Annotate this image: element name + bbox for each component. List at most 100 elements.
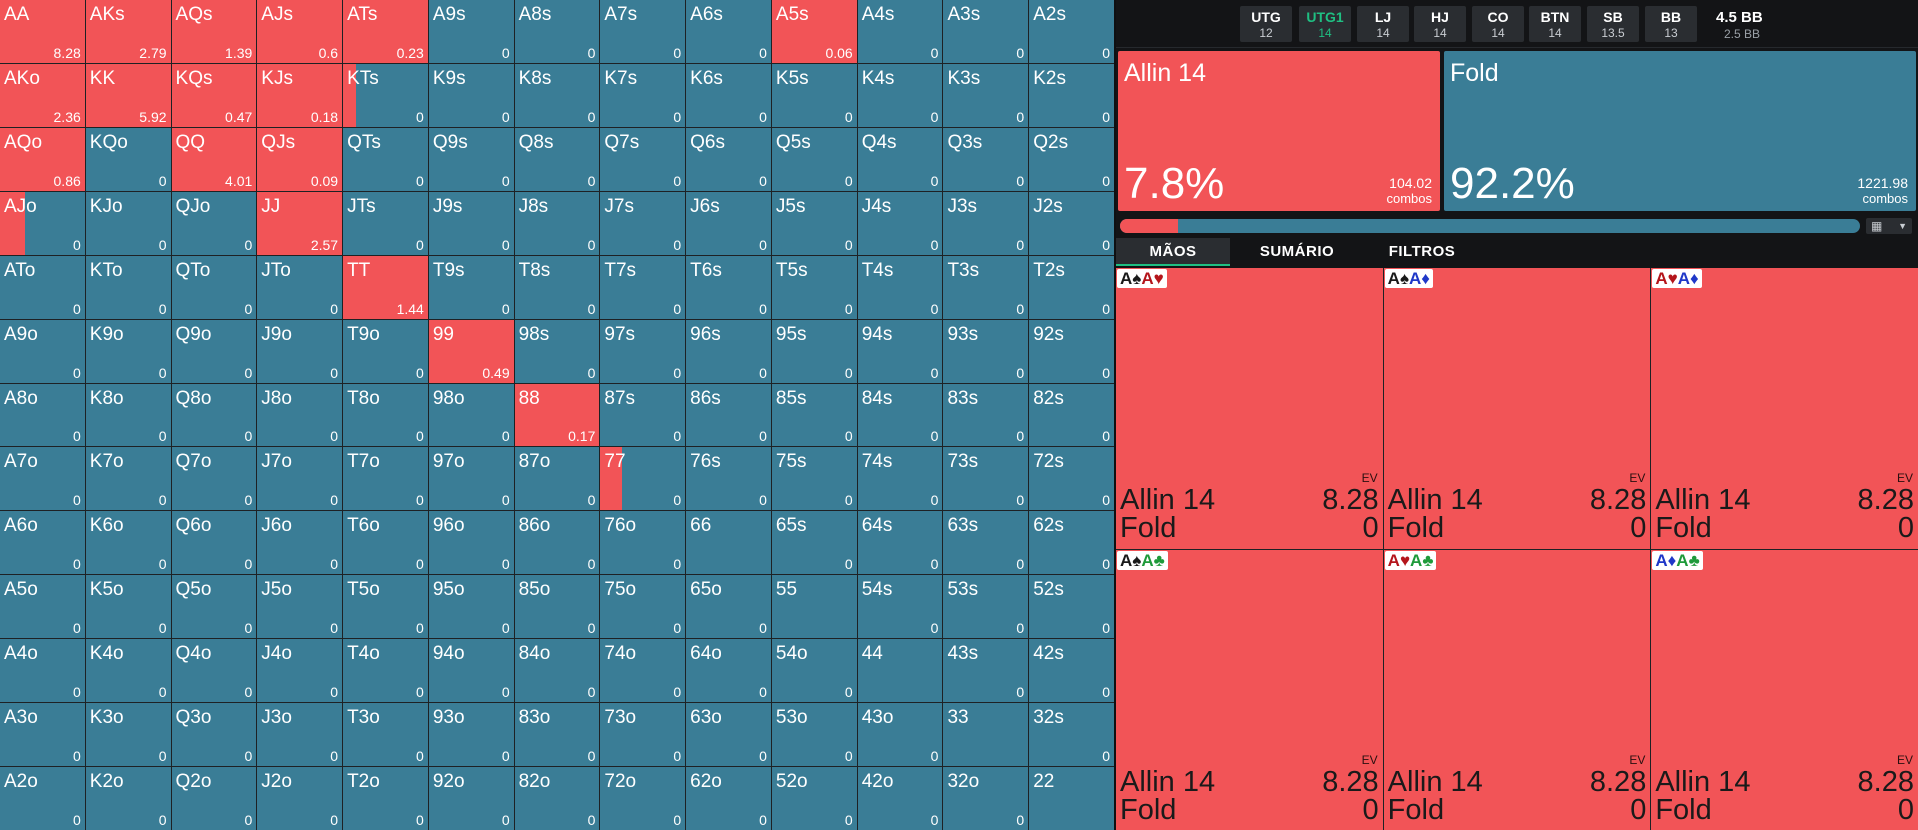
range-cell[interactable]: 65s 0 [771,511,857,575]
range-cell[interactable]: J8o 0 [257,383,343,447]
range-cell[interactable]: T7o 0 [343,447,428,511]
range-cell[interactable]: T8o 0 [343,383,428,447]
range-cell[interactable]: J3s 0 [943,191,1029,255]
range-cell[interactable]: 85o 0 [514,575,600,639]
range-cell[interactable]: 62o 0 [686,767,771,830]
range-cell[interactable]: 96s 0 [686,319,771,383]
range-cell[interactable]: 42o 0 [857,767,943,830]
range-cell[interactable]: KTs 0 [343,63,428,127]
range-cell[interactable]: K3s 0 [943,63,1029,127]
combo-cell[interactable]: A♠A♣ EV Allin 14 8.28 Fold 0 [1116,549,1383,830]
range-cell[interactable]: T4o 0 [343,639,428,703]
range-cell[interactable]: Q8o 0 [171,383,257,447]
combo-cell[interactable]: A♠A♦ EV Allin 14 8.28 Fold 0 [1383,268,1651,549]
range-cell[interactable]: 95s 0 [771,319,857,383]
range-cell[interactable]: Q6s 0 [686,127,771,191]
range-cell[interactable]: A9s 0 [428,0,514,63]
range-cell[interactable]: J2s 0 [1029,191,1114,255]
range-cell[interactable]: KTo 0 [85,255,171,319]
combo-cell[interactable]: A♦A♣ EV Allin 14 8.28 Fold 0 [1651,549,1918,830]
range-cell[interactable]: JJ 2.57 [257,191,343,255]
range-cell[interactable]: 53s 0 [943,575,1029,639]
range-cell[interactable]: Q4s 0 [857,127,943,191]
range-cell[interactable]: A6s 0 [686,0,771,63]
range-cell[interactable]: 75s 0 [771,447,857,511]
range-cell[interactable]: 98o 0 [428,383,514,447]
range-cell[interactable]: AA 8.28 [0,0,85,63]
range-cell[interactable]: 32o 0 [943,767,1029,830]
position-bb[interactable]: BB 13 [1645,6,1697,42]
range-cell[interactable]: K5o 0 [85,575,171,639]
range-cell[interactable]: 32s 0 [1029,703,1114,767]
combo-cell[interactable]: A♥A♣ EV Allin 14 8.28 Fold 0 [1383,549,1651,830]
range-cell[interactable]: J9s 0 [428,191,514,255]
range-cell[interactable]: K4s 0 [857,63,943,127]
range-cell[interactable]: T2o 0 [343,767,428,830]
range-cell[interactable]: Q2s 0 [1029,127,1114,191]
range-cell[interactable]: ATs 0.23 [343,0,428,63]
range-cell[interactable]: K7s 0 [600,63,686,127]
range-cell[interactable]: K4o 0 [85,639,171,703]
range-cell[interactable]: JTs 0 [343,191,428,255]
range-cell[interactable]: A8o 0 [0,383,85,447]
range-cell[interactable]: 85s 0 [771,383,857,447]
range-cell[interactable]: 87s 0 [600,383,686,447]
range-cell[interactable]: T3s 0 [943,255,1029,319]
range-cell[interactable]: K9s 0 [428,63,514,127]
range-cell[interactable]: J9o 0 [257,319,343,383]
range-cell[interactable]: A8s 0 [514,0,600,63]
range-cell[interactable]: K9o 0 [85,319,171,383]
range-cell[interactable]: 75o 0 [600,575,686,639]
range-cell[interactable]: A2o 0 [0,767,85,830]
range-cell[interactable]: QJs 0.09 [257,127,343,191]
position-lj[interactable]: LJ 14 [1357,6,1409,42]
action-allin-box[interactable]: Allin 14 7.8% 104.02 combos [1118,51,1440,211]
range-cell[interactable]: 66 [686,511,771,575]
range-cell[interactable]: Q3o 0 [171,703,257,767]
range-cell[interactable]: A5o 0 [0,575,85,639]
range-cell[interactable]: 72o 0 [600,767,686,830]
range-cell[interactable]: A3o 0 [0,703,85,767]
position-co[interactable]: CO 14 [1472,6,1524,42]
range-cell[interactable]: 64o 0 [686,639,771,703]
range-cell[interactable]: 65o 0 [686,575,771,639]
range-cell[interactable]: J2o 0 [257,767,343,830]
range-cell[interactable]: AQo 0.86 [0,127,85,191]
range-cell[interactable]: A9o 0 [0,319,85,383]
range-cell[interactable]: 83o 0 [514,703,600,767]
range-cell[interactable]: 82o 0 [514,767,600,830]
range-cell[interactable]: A4s 0 [857,0,943,63]
range-cell[interactable]: AKs 2.79 [85,0,171,63]
action-fold-box[interactable]: Fold 92.2% 1221.98 combos [1444,51,1916,211]
range-cell[interactable]: Q7s 0 [600,127,686,191]
range-cell[interactable]: 63o 0 [686,703,771,767]
range-cell[interactable]: QTs 0 [343,127,428,191]
range-cell[interactable]: 73s 0 [943,447,1029,511]
range-cell[interactable]: 74s 0 [857,447,943,511]
range-cell[interactable]: T7s 0 [600,255,686,319]
range-cell[interactable]: A4o 0 [0,639,85,703]
range-cell[interactable]: A7o 0 [0,447,85,511]
range-cell[interactable]: 43s 0 [943,639,1029,703]
range-cell[interactable]: T2s 0 [1029,255,1114,319]
range-cell[interactable]: T6s 0 [686,255,771,319]
range-cell[interactable]: 97o 0 [428,447,514,511]
range-cell[interactable]: 22 [1029,767,1114,830]
position-sb[interactable]: SB 13.5 [1587,6,1639,42]
range-cell[interactable]: 86s 0 [686,383,771,447]
range-cell[interactable]: QJo 0 [171,191,257,255]
range-cell[interactable]: 93o 0 [428,703,514,767]
range-cell[interactable]: J8s 0 [514,191,600,255]
range-cell[interactable]: 63s 0 [943,511,1029,575]
range-cell[interactable]: J4o 0 [257,639,343,703]
combo-cell[interactable]: A♥A♦ EV Allin 14 8.28 Fold 0 [1651,268,1918,549]
range-cell[interactable]: K8o 0 [85,383,171,447]
range-cell[interactable]: 52s 0 [1029,575,1114,639]
range-cell[interactable]: 98s 0 [514,319,600,383]
range-cell[interactable]: KJo 0 [85,191,171,255]
range-cell[interactable]: J7o 0 [257,447,343,511]
range-cell[interactable]: KQo 0 [85,127,171,191]
range-cell[interactable]: Q8s 0 [514,127,600,191]
range-cell[interactable]: 93s 0 [943,319,1029,383]
range-cell[interactable]: K2o 0 [85,767,171,830]
